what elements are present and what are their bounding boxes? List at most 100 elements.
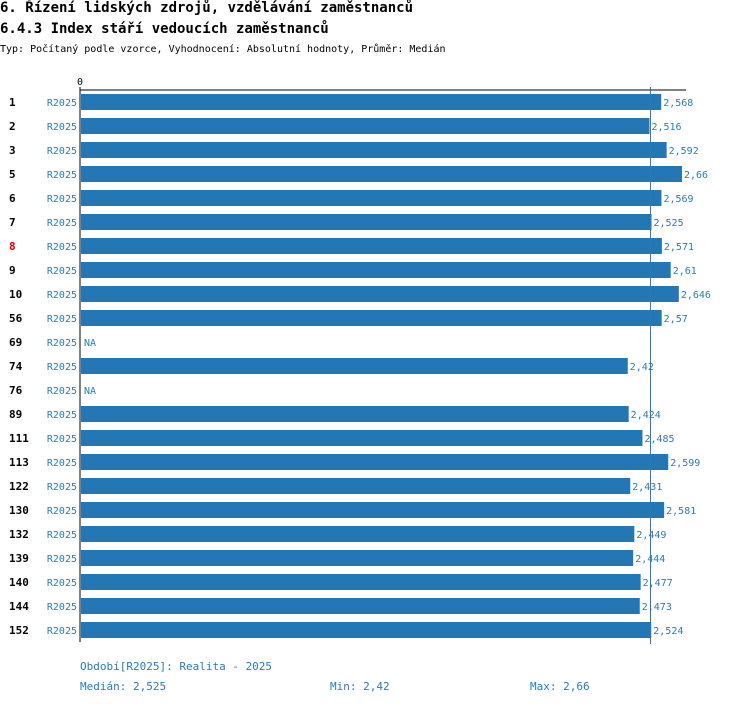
bar — [81, 502, 665, 518]
series-label: R2025 — [47, 530, 77, 541]
series-label: R2025 — [47, 482, 77, 493]
bar — [81, 94, 662, 110]
data-label: 2,581 — [666, 506, 696, 517]
min-label: Min: — [330, 680, 357, 693]
series-label: R2025 — [47, 122, 77, 133]
chart-section-title: 6. Řízení lidských zdrojů, vzdělávání za… — [0, 0, 414, 16]
bar — [81, 238, 662, 254]
bar — [81, 478, 631, 494]
bar — [81, 550, 634, 566]
bar — [81, 286, 679, 302]
series-label: R2025 — [47, 314, 77, 325]
bar — [81, 262, 671, 278]
category-label: 10 — [9, 288, 22, 301]
bar — [81, 118, 650, 134]
series-label: R2025 — [47, 98, 77, 109]
data-label: 2,592 — [669, 146, 699, 157]
category-label: 7 — [9, 216, 16, 229]
data-label: 2,524 — [653, 626, 683, 637]
series-label: R2025 — [47, 362, 77, 373]
category-label: 152 — [9, 624, 29, 637]
bar — [81, 142, 667, 158]
bar-chart: 0 1 R2025 2,568 2 R2025 2,516 3 R2025 2,592 5 R2025… — [9, 77, 711, 644]
series-label: R2025 — [47, 146, 77, 157]
bar — [81, 430, 643, 446]
series-label: R2025 — [47, 242, 77, 253]
series-label: R2025 — [47, 266, 77, 277]
data-label: 2,57 — [664, 314, 688, 325]
category-label: 140 — [9, 576, 29, 589]
category-label: 1 — [9, 96, 16, 109]
category-label: 2 — [9, 120, 16, 133]
series-label: R2025 — [47, 458, 77, 469]
category-label: 144 — [9, 600, 29, 613]
category-label: 8 — [9, 240, 16, 253]
median-label: Medián: — [80, 680, 127, 693]
series-label: R2025 — [47, 338, 77, 349]
series-label: R2025 — [47, 218, 77, 229]
category-label: 6 — [9, 192, 16, 205]
data-label: NA — [84, 338, 96, 349]
category-label: 69 — [9, 336, 22, 349]
category-label: 89 — [9, 408, 22, 421]
category-label: 130 — [9, 504, 29, 517]
data-label: 2,646 — [681, 290, 711, 301]
bar — [81, 622, 652, 638]
median-value: 2,525 — [132, 680, 167, 693]
bar — [81, 358, 628, 374]
bar — [81, 406, 629, 422]
category-label: 76 — [9, 384, 23, 397]
series-label: R2025 — [47, 602, 77, 613]
category-label: 56 — [9, 312, 23, 325]
data-label: 2,569 — [663, 194, 693, 205]
category-label: 9 — [9, 264, 16, 277]
bar — [81, 574, 641, 590]
data-label: 2,571 — [664, 242, 694, 253]
data-label: 2,599 — [670, 458, 700, 469]
median-summary: Medián: 2,525 — [80, 680, 166, 693]
category-label: 132 — [9, 528, 29, 541]
period-label: Období[R2025]: Realita - 2025 — [80, 660, 273, 673]
bar — [81, 454, 669, 470]
series-label: R2025 — [47, 506, 77, 517]
max-label: Max: — [530, 680, 557, 693]
bar — [81, 526, 635, 542]
min-value: 2,42 — [363, 680, 390, 693]
data-label: 2,525 — [653, 218, 683, 229]
data-label: 2,424 — [631, 410, 661, 421]
series-label: R2025 — [47, 578, 77, 589]
chart-title: 6.4.3 Index stáří vedoucích zaměstnanců — [0, 21, 329, 37]
axis-zero-label: 0 — [77, 77, 83, 88]
data-label: 2,431 — [632, 482, 662, 493]
data-label: 2,568 — [663, 98, 693, 109]
max-value: 2,66 — [563, 680, 590, 693]
bar — [81, 598, 640, 614]
min-summary: Min: 2,42 — [330, 680, 390, 693]
data-label: 2,66 — [684, 170, 708, 181]
category-label: 3 — [9, 144, 16, 157]
data-label: 2,449 — [636, 530, 666, 541]
category-label: 139 — [9, 552, 29, 565]
data-label: 2,42 — [630, 362, 654, 373]
bar — [81, 310, 662, 326]
bar — [81, 214, 652, 230]
category-label: 111 — [9, 432, 29, 445]
data-label: NA — [84, 386, 96, 397]
category-label: 113 — [9, 456, 29, 469]
series-label: R2025 — [47, 626, 77, 637]
category-label: 5 — [9, 168, 16, 181]
data-label: 2,61 — [673, 266, 697, 277]
bar — [81, 190, 662, 206]
max-summary: Max: 2,66 — [530, 680, 590, 693]
data-label: 2,473 — [642, 602, 672, 613]
series-label: R2025 — [47, 410, 77, 421]
series-label: R2025 — [47, 170, 77, 181]
chart-meta: Typ: Počítaný podle vzorce, Vyhodnocení:… — [0, 44, 446, 55]
data-label: 2,485 — [644, 434, 674, 445]
series-label: R2025 — [47, 290, 77, 301]
series-label: R2025 — [47, 554, 77, 565]
series-label: R2025 — [47, 386, 77, 397]
series-label: R2025 — [47, 194, 77, 205]
category-label: 74 — [9, 360, 23, 373]
data-label: 2,516 — [651, 122, 681, 133]
